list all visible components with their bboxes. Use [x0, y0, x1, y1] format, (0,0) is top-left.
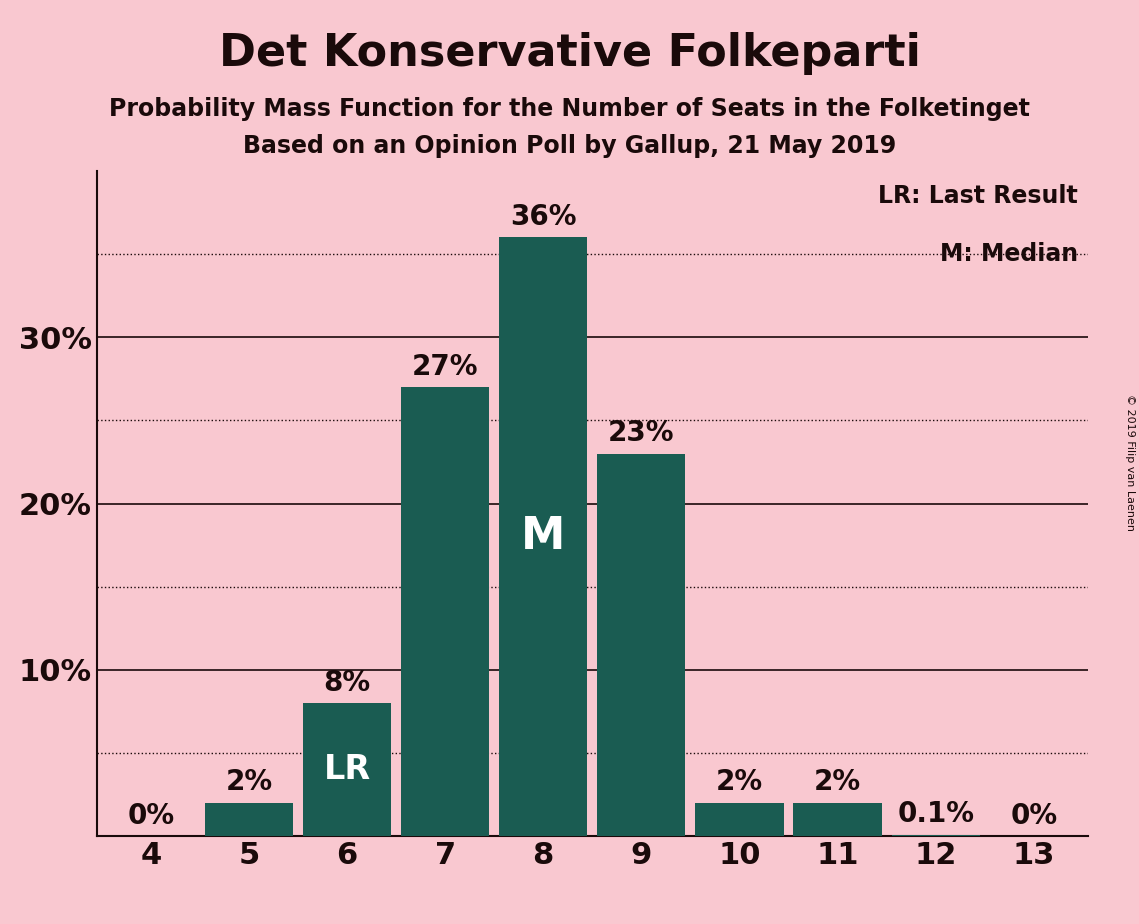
Text: Det Konservative Folkeparti: Det Konservative Folkeparti: [219, 32, 920, 76]
Text: 0%: 0%: [1010, 801, 1057, 830]
Text: 8%: 8%: [323, 668, 370, 697]
Bar: [401, 387, 490, 836]
Text: LR: Last Result: LR: Last Result: [878, 184, 1077, 208]
Bar: [695, 803, 784, 836]
Text: M: Median: M: Median: [940, 242, 1077, 266]
Text: Probability Mass Function for the Number of Seats in the Folketinget: Probability Mass Function for the Number…: [109, 97, 1030, 121]
Text: 0%: 0%: [128, 801, 174, 830]
Bar: [794, 803, 882, 836]
Text: 23%: 23%: [608, 419, 674, 447]
Text: 2%: 2%: [716, 768, 763, 796]
Text: 0.1%: 0.1%: [898, 800, 974, 828]
Bar: [499, 237, 588, 836]
Text: 36%: 36%: [510, 202, 576, 231]
Text: © 2019 Filip van Laenen: © 2019 Filip van Laenen: [1125, 394, 1134, 530]
Text: Based on an Opinion Poll by Gallup, 21 May 2019: Based on an Opinion Poll by Gallup, 21 M…: [243, 134, 896, 158]
Bar: [597, 454, 686, 836]
Bar: [892, 834, 980, 836]
Text: LR: LR: [323, 753, 370, 786]
Bar: [303, 703, 391, 836]
Text: 2%: 2%: [814, 768, 861, 796]
Text: 27%: 27%: [412, 352, 478, 381]
Text: M: M: [521, 516, 565, 558]
Bar: [205, 803, 293, 836]
Text: 2%: 2%: [226, 768, 272, 796]
